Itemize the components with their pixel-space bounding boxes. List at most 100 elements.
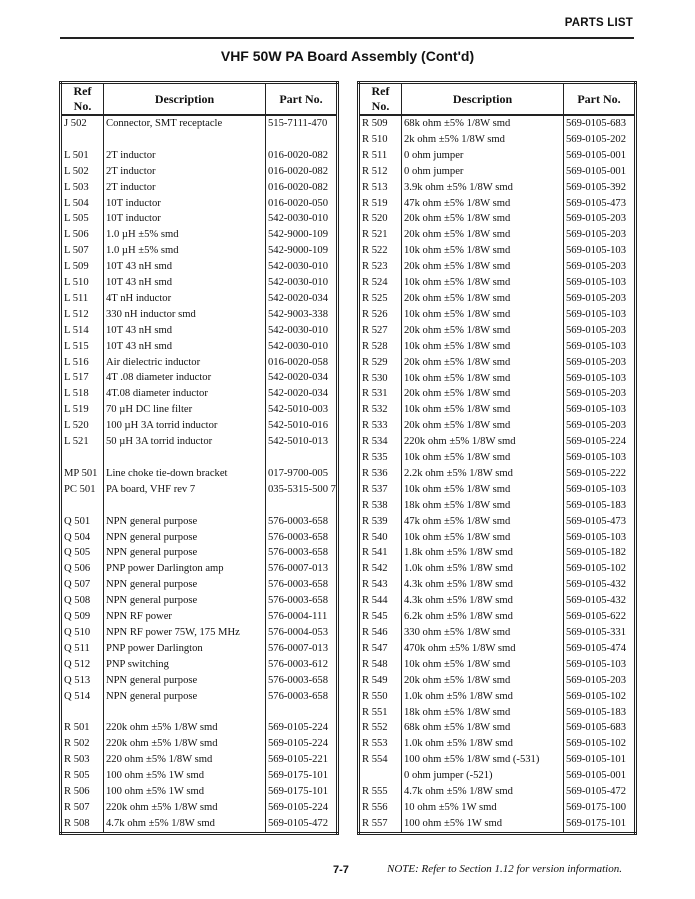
description-cell <box>103 131 266 148</box>
description-cell <box>103 450 266 466</box>
table-row: Q 508 NPN general purpose 576-0003-658 <box>60 593 338 610</box>
ref-cell: L 516 <box>60 354 104 371</box>
table-row: L 501 2T inductor 016-0020-082 <box>60 147 338 164</box>
ref-cell: R 536 <box>358 465 402 482</box>
ref-cell: R 509 <box>358 115 402 132</box>
ref-cell: R 545 <box>358 609 402 625</box>
table-row: R 542 1.0k ohm ±5% 1/8W smd 569-0105-102 <box>358 561 636 578</box>
table-row: Q 505 NPN general purpose 576-0003-658 <box>60 545 338 562</box>
description-cell: NPN general purpose <box>103 577 266 594</box>
part-number-cell: 569-0105-102 <box>563 736 636 753</box>
table-row: Q 510 NPN RF power 75W, 175 MHz 576-0004-0… <box>60 624 338 641</box>
ref-cell: R 554 <box>358 752 402 769</box>
description-cell: NPN RF power <box>103 609 266 625</box>
table-row: L 502 2T inductor 016-0020-082 <box>60 163 338 180</box>
table-row: R 553 1.0k ohm ±5% 1/8W smd 569-0105-102 <box>358 736 636 753</box>
part-number-cell: 569-0105-203 <box>563 259 636 276</box>
ref-cell: R 542 <box>358 561 402 578</box>
description-cell: 100 ohm ±5% 1W smd <box>401 815 564 834</box>
table-row: R 513 3.9k ohm ±5% 1/8W smd 569-0105-392 <box>358 179 636 196</box>
table-row: L 510 10T 43 nH smd 542-0030-010 <box>60 275 338 291</box>
part-number-cell: 569-0105-203 <box>563 418 636 435</box>
table-row: R 533 20k ohm ±5% 1/8W smd 569-0105-203 <box>358 418 636 435</box>
part-number-cell: 569-0105-622 <box>563 609 636 625</box>
table-row: R 530 10k ohm ±5% 1/8W smd 569-0105-103 <box>358 370 636 387</box>
ref-cell: R 511 <box>358 147 402 164</box>
ref-cell: L 514 <box>60 322 104 339</box>
description-cell: NPN general purpose <box>103 545 266 562</box>
part-number-cell: 542-9000-109 <box>265 227 338 244</box>
part-number-cell: 569-0105-001 <box>563 147 636 164</box>
part-number-cell: 542-0020-034 <box>265 290 338 307</box>
part-number-cell: 016-0020-082 <box>265 147 338 164</box>
part-number-cell: 016-0020-082 <box>265 163 338 180</box>
table-row: 0 ohm jumper (-521) 569-0105-001 <box>358 768 636 785</box>
ref-cell: R 521 <box>358 227 402 244</box>
ref-cell: R 501 <box>60 720 104 737</box>
table-row <box>60 704 338 721</box>
part-number-cell: 569-0105-203 <box>563 322 636 339</box>
part-number-cell: 016-0020-082 <box>265 179 338 196</box>
table-row <box>60 497 338 514</box>
description-cell: 68k ohm ±5% 1/8W smd <box>401 720 564 737</box>
ref-cell: R 547 <box>358 640 402 657</box>
description-cell: 330 nH inductor smd <box>103 306 266 323</box>
description-cell: 68k ohm ±5% 1/8W smd <box>401 115 564 132</box>
part-number-cell: 569-0105-103 <box>563 450 636 466</box>
part-number-cell: 569-0105-221 <box>265 752 338 769</box>
table-row: L 518 4T.08 diameter inductor 542-0020-034 <box>60 386 338 403</box>
column-header-ref: Ref No. <box>60 82 104 116</box>
part-number-cell: 569-0105-392 <box>563 179 636 196</box>
part-number-cell: 569-0105-102 <box>563 688 636 705</box>
table-row: R 520 20k ohm ±5% 1/8W smd 569-0105-203 <box>358 211 636 228</box>
table-row: R 532 10k ohm ±5% 1/8W smd 569-0105-103 <box>358 402 636 419</box>
table-row: R 510 2k ohm ±5% 1/8W smd 569-0105-202 <box>358 131 636 148</box>
description-cell: 100 µH 3A torrid inductor <box>103 418 266 435</box>
description-cell: 20k ohm ±5% 1/8W smd <box>401 386 564 403</box>
table-row: L 516 Air dielectric inductor 016-0020-058 <box>60 354 338 371</box>
table-row: R 519 47k ohm ±5% 1/8W smd 569-0105-473 <box>358 195 636 212</box>
table-row: R 506 100 ohm ±5% 1W smd 569-0175-101 <box>60 784 338 800</box>
table-row: R 523 20k ohm ±5% 1/8W smd 569-0105-203 <box>358 259 636 276</box>
description-cell: 10k ohm ±5% 1/8W smd <box>401 275 564 291</box>
ref-cell: Q 501 <box>60 513 104 530</box>
table-row: L 514 10T 43 nH smd 542-0030-010 <box>60 322 338 339</box>
description-cell: 10k ohm ±5% 1/8W smd <box>401 243 564 260</box>
ref-cell <box>60 497 104 514</box>
page-number: 7-7 <box>333 864 349 876</box>
ref-cell: R 523 <box>358 259 402 276</box>
part-number-cell: 569-0105-001 <box>563 163 636 180</box>
ref-cell: R 503 <box>60 752 104 769</box>
ref-cell: R 510 <box>358 131 402 148</box>
description-cell: 20k ohm ±5% 1/8W smd <box>401 354 564 371</box>
part-number-cell: 569-0105-103 <box>563 275 636 291</box>
description-cell: 20k ohm ±5% 1/8W smd <box>401 418 564 435</box>
table-row: Q 513 NPN general purpose 576-0003-658 <box>60 672 338 689</box>
table-row: L 515 10T 43 nH smd 542-0030-010 <box>60 338 338 355</box>
table-row: R 552 68k ohm ±5% 1/8W smd 569-0105-683 <box>358 720 636 737</box>
table-row: L 503 2T inductor 016-0020-082 <box>60 179 338 196</box>
table-row: R 503 220 ohm ±5% 1/8W smd 569-0105-221 <box>60 752 338 769</box>
description-cell: 10T 43 nH smd <box>103 275 266 291</box>
ref-cell <box>60 131 104 148</box>
table-row: Q 509 NPN RF power 576-0004-111 <box>60 609 338 625</box>
description-cell: 0 ohm jumper <box>401 147 564 164</box>
table-row: R 541 1.8k ohm ±5% 1/8W smd 569-0105-182 <box>358 545 636 562</box>
description-cell: 220k ohm ±5% 1/8W smd <box>103 720 266 737</box>
ref-cell: Q 508 <box>60 593 104 610</box>
part-number-cell: 569-0105-203 <box>563 386 636 403</box>
part-number-cell: 576-0003-612 <box>265 656 338 673</box>
description-cell: Connector, SMT receptacle <box>103 115 266 132</box>
part-number-cell: 569-0105-001 <box>563 768 636 785</box>
ref-cell: L 512 <box>60 306 104 323</box>
table-row: R 508 4.7k ohm ±5% 1/8W smd 569-0105-472 <box>60 815 338 834</box>
table-row: Q 512 PNP switching 576-0003-612 <box>60 656 338 673</box>
part-number-cell: 569-0105-103 <box>563 338 636 355</box>
ref-cell: L 507 <box>60 243 104 260</box>
ref-cell: R 537 <box>358 481 402 498</box>
part-number-cell: 569-0105-102 <box>563 561 636 578</box>
description-cell: PNP switching <box>103 656 266 673</box>
table-row: L 504 10T inductor 016-0020-050 <box>60 195 338 212</box>
column-header-part: Part No. <box>563 82 636 116</box>
part-number-cell <box>265 704 338 721</box>
